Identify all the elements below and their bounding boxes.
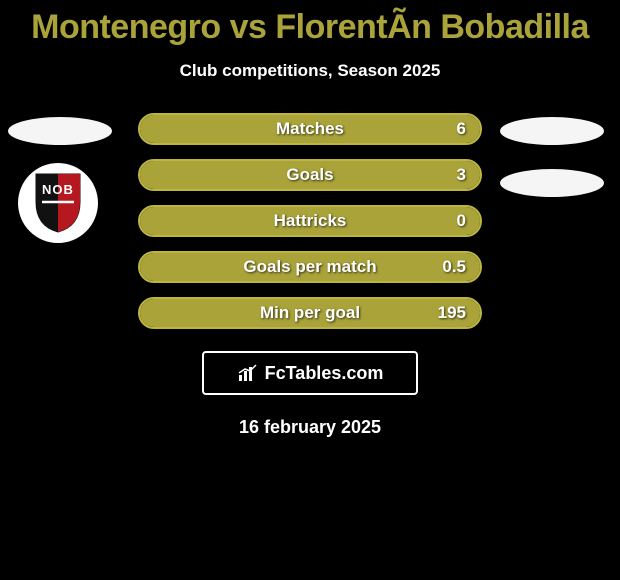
- stat-value: 0.5: [442, 257, 466, 277]
- stat-label: Hattricks: [140, 211, 480, 231]
- comparison-card: Montenegro vs FlorentÃ­n Bobadilla Club …: [0, 0, 620, 438]
- page-title: Montenegro vs FlorentÃ­n Bobadilla: [0, 8, 620, 47]
- branding-box[interactable]: FcTables.com: [202, 351, 418, 395]
- club-badge: NOB: [18, 163, 98, 243]
- date-label: 16 february 2025: [0, 417, 620, 438]
- stat-bar: Matches6: [138, 113, 482, 145]
- left-column: NOB: [8, 113, 120, 243]
- main-row: NOB Matches6 Goals3 Hattricks0 Goals per ma…: [0, 113, 620, 329]
- stat-value: 6: [457, 119, 466, 139]
- player-placeholder-right-2: [500, 169, 604, 197]
- right-column: [500, 113, 612, 197]
- stats-column: Matches6Goals3Hattricks0Goals per match0…: [138, 113, 482, 329]
- stat-value: 195: [438, 303, 466, 323]
- player-placeholder-right-1: [500, 117, 604, 145]
- branding-label: FcTables.com: [265, 363, 384, 384]
- stat-label: Goals: [140, 165, 480, 185]
- chart-icon: [237, 363, 259, 383]
- stat-value: 3: [457, 165, 466, 185]
- stat-bar: Goals3: [138, 159, 482, 191]
- stat-bar: Goals per match0.5: [138, 251, 482, 283]
- stat-bar: Min per goal195: [138, 297, 482, 329]
- subtitle: Club competitions, Season 2025: [0, 61, 620, 81]
- stat-label: Matches: [140, 119, 480, 139]
- stat-label: Goals per match: [140, 257, 480, 277]
- shield-icon: NOB: [32, 172, 84, 234]
- stat-value: 0: [457, 211, 466, 231]
- stat-label: Min per goal: [140, 303, 480, 323]
- badge-text: NOB: [32, 182, 84, 197]
- player-placeholder-left: [8, 117, 112, 145]
- stat-bar: Hattricks0: [138, 205, 482, 237]
